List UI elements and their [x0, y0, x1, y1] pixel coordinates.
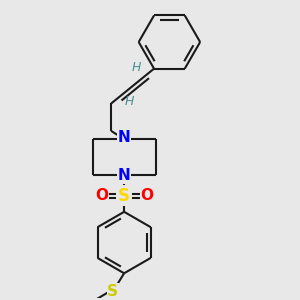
- Text: S: S: [107, 284, 118, 298]
- Text: N: N: [118, 168, 130, 183]
- Text: H: H: [124, 95, 134, 108]
- Text: S: S: [118, 187, 130, 205]
- Text: N: N: [118, 130, 130, 145]
- Text: O: O: [140, 188, 153, 203]
- Text: O: O: [95, 188, 108, 203]
- Text: H: H: [132, 61, 141, 74]
